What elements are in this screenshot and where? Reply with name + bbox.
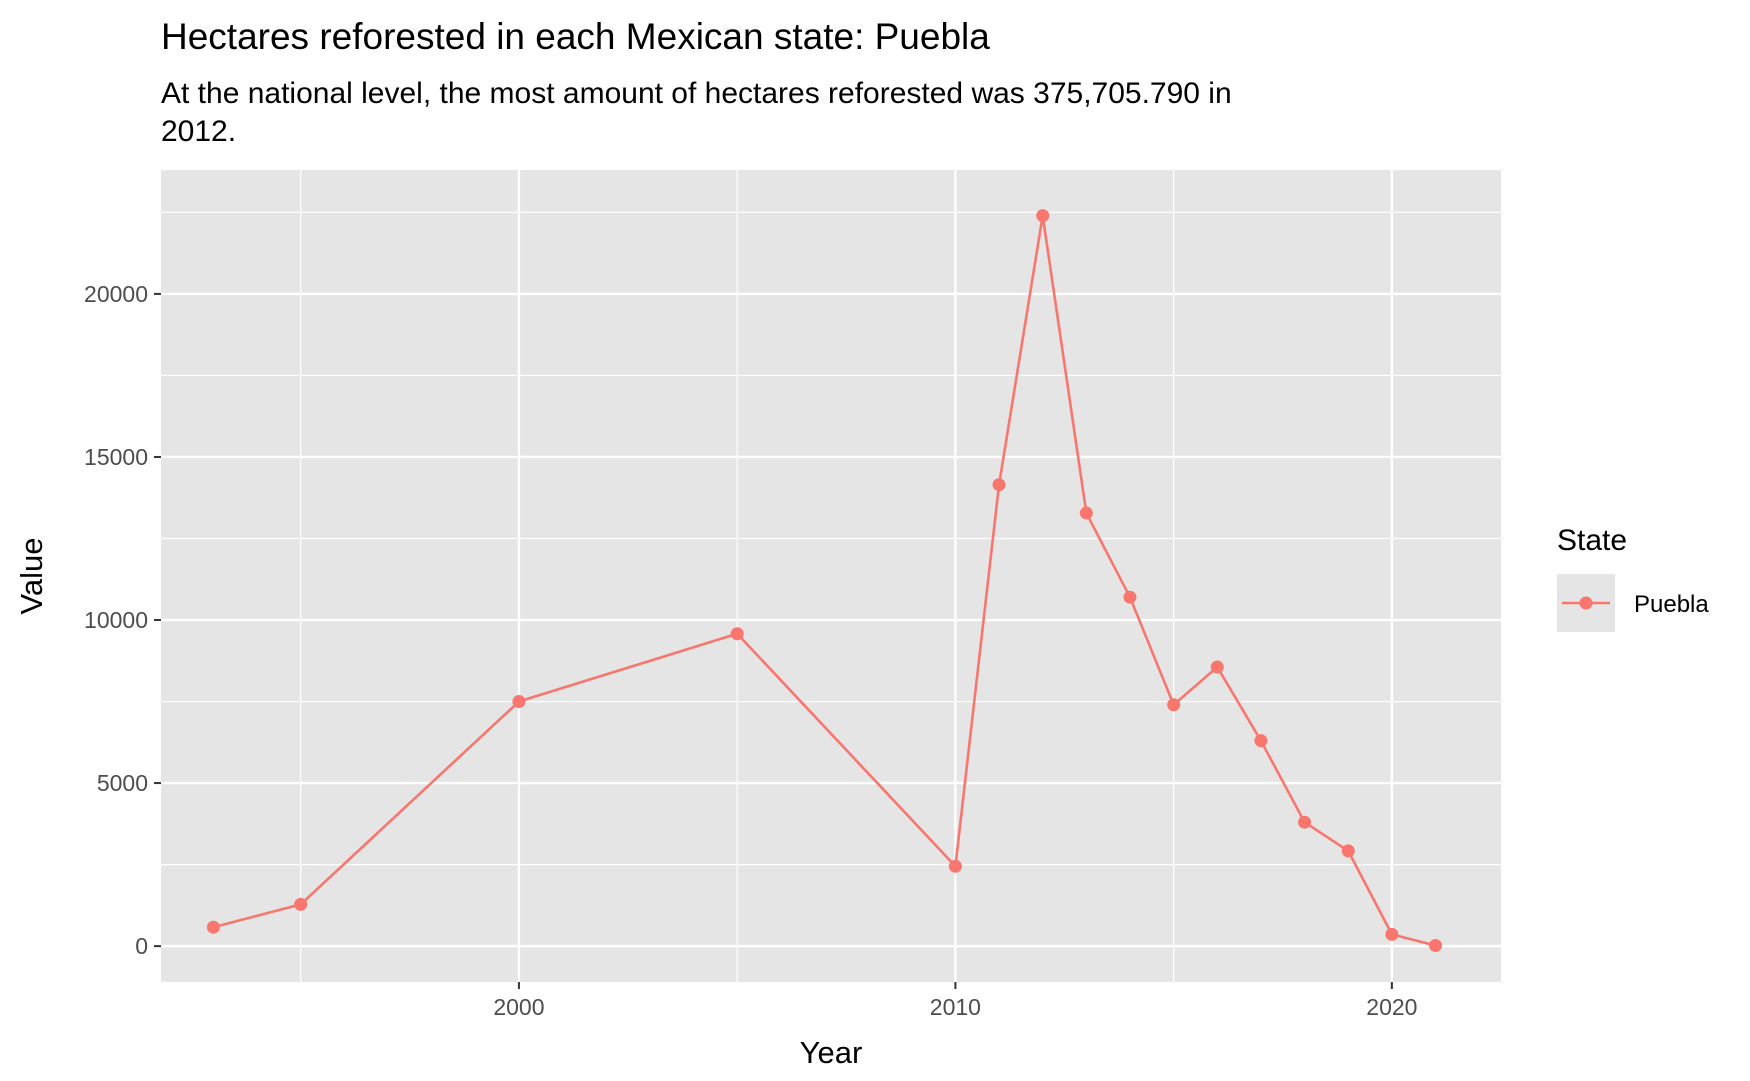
plot-panel — [161, 170, 1501, 982]
chart-title: Hectares reforested in each Mexican stat… — [161, 16, 990, 57]
data-point — [948, 859, 962, 873]
data-series — [206, 209, 1443, 952]
x-tick-label: 2020 — [1366, 994, 1417, 1020]
y-tick-label: 10000 — [84, 607, 148, 633]
y-tick-label: 20000 — [84, 281, 148, 307]
legend-label-puebla: Puebla — [1634, 591, 1709, 618]
data-point — [1429, 938, 1443, 952]
data-point — [1385, 927, 1399, 941]
data-point — [512, 695, 526, 709]
legend-key-point — [1579, 596, 1593, 610]
data-point — [1210, 660, 1224, 674]
y-tick-label: 5000 — [97, 770, 148, 796]
data-point — [1123, 590, 1137, 604]
minor-gridlines — [161, 170, 1501, 982]
data-point — [1036, 209, 1050, 223]
legend: State Puebla — [1557, 524, 1709, 632]
chart-subtitle-line-2: 2012. — [161, 115, 236, 148]
data-point — [1254, 734, 1268, 748]
data-point — [1079, 506, 1093, 520]
data-point — [1341, 844, 1355, 858]
data-point — [294, 897, 308, 911]
series-line-puebla — [213, 214, 1436, 947]
y-ticks: 0 5000 10000 15000 20000 — [84, 281, 161, 959]
x-tick-label: 2000 — [493, 994, 544, 1020]
data-point — [1167, 698, 1181, 712]
x-tick-label: 2010 — [930, 994, 981, 1020]
chart-subtitle-line-1: At the national level, the most amount o… — [161, 77, 1232, 110]
data-point — [992, 478, 1006, 492]
data-point — [206, 920, 220, 934]
x-ticks: 2000 2010 2020 — [493, 982, 1417, 1020]
x-axis-title: Year — [800, 1035, 863, 1070]
y-tick-label: 15000 — [84, 444, 148, 470]
y-axis-title: Value — [14, 538, 49, 615]
major-gridlines — [161, 170, 1501, 982]
legend-title: State — [1557, 524, 1627, 557]
data-point — [730, 627, 744, 641]
data-point — [1298, 815, 1312, 829]
y-tick-label: 0 — [135, 933, 148, 959]
